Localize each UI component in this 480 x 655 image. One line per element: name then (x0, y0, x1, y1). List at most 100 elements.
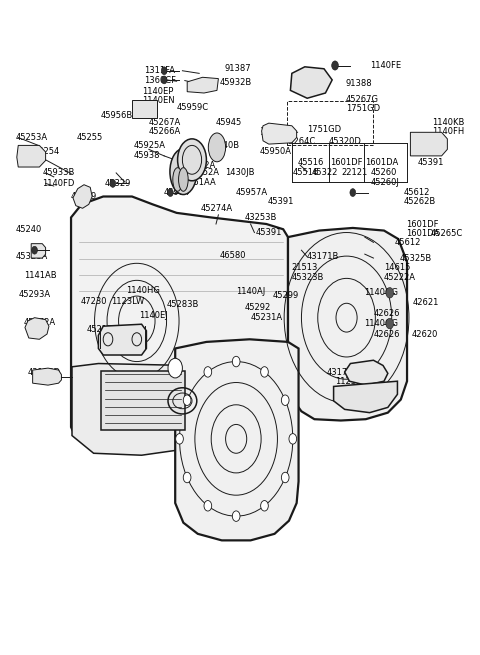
Circle shape (281, 395, 289, 405)
Text: 45265C: 45265C (431, 229, 463, 238)
Text: 1140EJ: 1140EJ (139, 310, 168, 320)
Circle shape (232, 511, 240, 521)
Polygon shape (25, 318, 49, 339)
Text: 45612: 45612 (395, 238, 421, 247)
Polygon shape (345, 360, 388, 385)
Text: 45240: 45240 (15, 225, 42, 234)
Text: 1601DA: 1601DA (365, 158, 398, 167)
Text: 1601DF: 1601DF (406, 219, 438, 229)
Ellipse shape (173, 168, 182, 191)
Polygon shape (187, 77, 218, 93)
Text: 1140FE: 1140FE (371, 61, 402, 70)
Text: 45391: 45391 (418, 158, 444, 167)
Circle shape (332, 61, 338, 70)
Text: 1140GG: 1140GG (364, 288, 398, 297)
Circle shape (161, 67, 167, 75)
Text: 1123LW: 1123LW (111, 297, 144, 306)
Text: 45254: 45254 (34, 147, 60, 157)
Text: 43119: 43119 (153, 396, 179, 405)
Polygon shape (175, 339, 299, 540)
Text: 1140HG: 1140HG (126, 286, 160, 295)
Text: 1141AB: 1141AB (24, 271, 57, 280)
Text: 46322A: 46322A (183, 160, 216, 170)
Text: 22121: 22121 (342, 168, 368, 178)
Text: 1430JB: 1430JB (225, 168, 254, 178)
Text: 91387: 91387 (225, 64, 251, 73)
Ellipse shape (208, 133, 226, 162)
Text: 45612: 45612 (403, 188, 430, 197)
Text: 1601DA: 1601DA (406, 229, 439, 238)
Text: 45253A: 45253A (15, 133, 48, 142)
Polygon shape (410, 132, 447, 156)
Circle shape (350, 189, 356, 196)
Text: 45938: 45938 (133, 151, 160, 160)
Text: 45940B: 45940B (207, 141, 240, 150)
Text: 46580: 46580 (220, 251, 246, 260)
Circle shape (183, 395, 191, 405)
Text: 1311FA: 1311FA (144, 66, 175, 75)
Circle shape (281, 472, 289, 483)
Text: 1601DF: 1601DF (330, 158, 363, 167)
Text: 45260J: 45260J (371, 178, 399, 187)
Text: 45945: 45945 (216, 118, 242, 127)
Polygon shape (334, 381, 397, 413)
Text: 45272A: 45272A (24, 318, 56, 327)
Text: 45323B: 45323B (292, 272, 324, 282)
Text: 91388: 91388 (346, 79, 372, 88)
Text: 43175: 43175 (326, 367, 353, 377)
Text: 45325B: 45325B (399, 253, 432, 263)
Ellipse shape (170, 149, 197, 195)
Text: 45391: 45391 (255, 228, 282, 237)
Text: 1140AJ: 1140AJ (236, 287, 265, 296)
Circle shape (386, 288, 394, 298)
Circle shape (289, 434, 297, 444)
Circle shape (204, 500, 212, 511)
Text: 45219: 45219 (71, 192, 97, 201)
Text: 45329: 45329 (105, 179, 131, 188)
Circle shape (168, 358, 182, 378)
Text: 43116D: 43116D (28, 367, 61, 377)
Text: 43253B: 43253B (245, 213, 277, 222)
Text: 42621: 42621 (413, 298, 439, 307)
Polygon shape (33, 368, 61, 385)
Text: 45267A: 45267A (149, 118, 181, 127)
Circle shape (386, 318, 394, 329)
Polygon shape (73, 185, 92, 208)
Polygon shape (288, 228, 407, 421)
Circle shape (161, 76, 167, 84)
Text: 45952A: 45952A (187, 168, 219, 178)
Text: 45299: 45299 (273, 291, 299, 300)
Text: 21513: 21513 (292, 263, 318, 272)
Text: 45274A: 45274A (201, 204, 233, 213)
Text: 45292: 45292 (245, 303, 271, 312)
Text: 45231A: 45231A (251, 312, 283, 322)
Text: 45925A: 45925A (133, 141, 166, 150)
Text: 14615: 14615 (384, 263, 410, 272)
Polygon shape (31, 244, 46, 258)
Circle shape (232, 356, 240, 367)
Text: 1140FD: 1140FD (42, 179, 74, 188)
Text: 45264C: 45264C (283, 137, 315, 146)
Polygon shape (17, 145, 46, 167)
Polygon shape (71, 196, 288, 447)
Text: 1123LW: 1123LW (335, 377, 368, 386)
Text: 45932B: 45932B (220, 78, 252, 87)
Text: 45320D: 45320D (329, 137, 361, 146)
Text: 45391: 45391 (268, 197, 294, 206)
Text: 45217: 45217 (86, 325, 113, 334)
Text: 47230: 47230 (81, 297, 107, 306)
Polygon shape (262, 123, 297, 144)
Text: 42620: 42620 (412, 329, 438, 339)
Text: 1360CF: 1360CF (144, 76, 176, 85)
Text: 1140EP: 1140EP (142, 87, 173, 96)
Text: 42626: 42626 (373, 329, 400, 339)
Text: 42626: 42626 (373, 309, 400, 318)
Circle shape (183, 472, 191, 483)
FancyBboxPatch shape (132, 100, 157, 118)
Text: 45267G: 45267G (346, 95, 379, 104)
Circle shape (261, 500, 268, 511)
Circle shape (110, 179, 116, 187)
Text: 45516: 45516 (298, 158, 324, 167)
Text: 43171B: 43171B (306, 252, 338, 261)
Circle shape (32, 246, 37, 254)
